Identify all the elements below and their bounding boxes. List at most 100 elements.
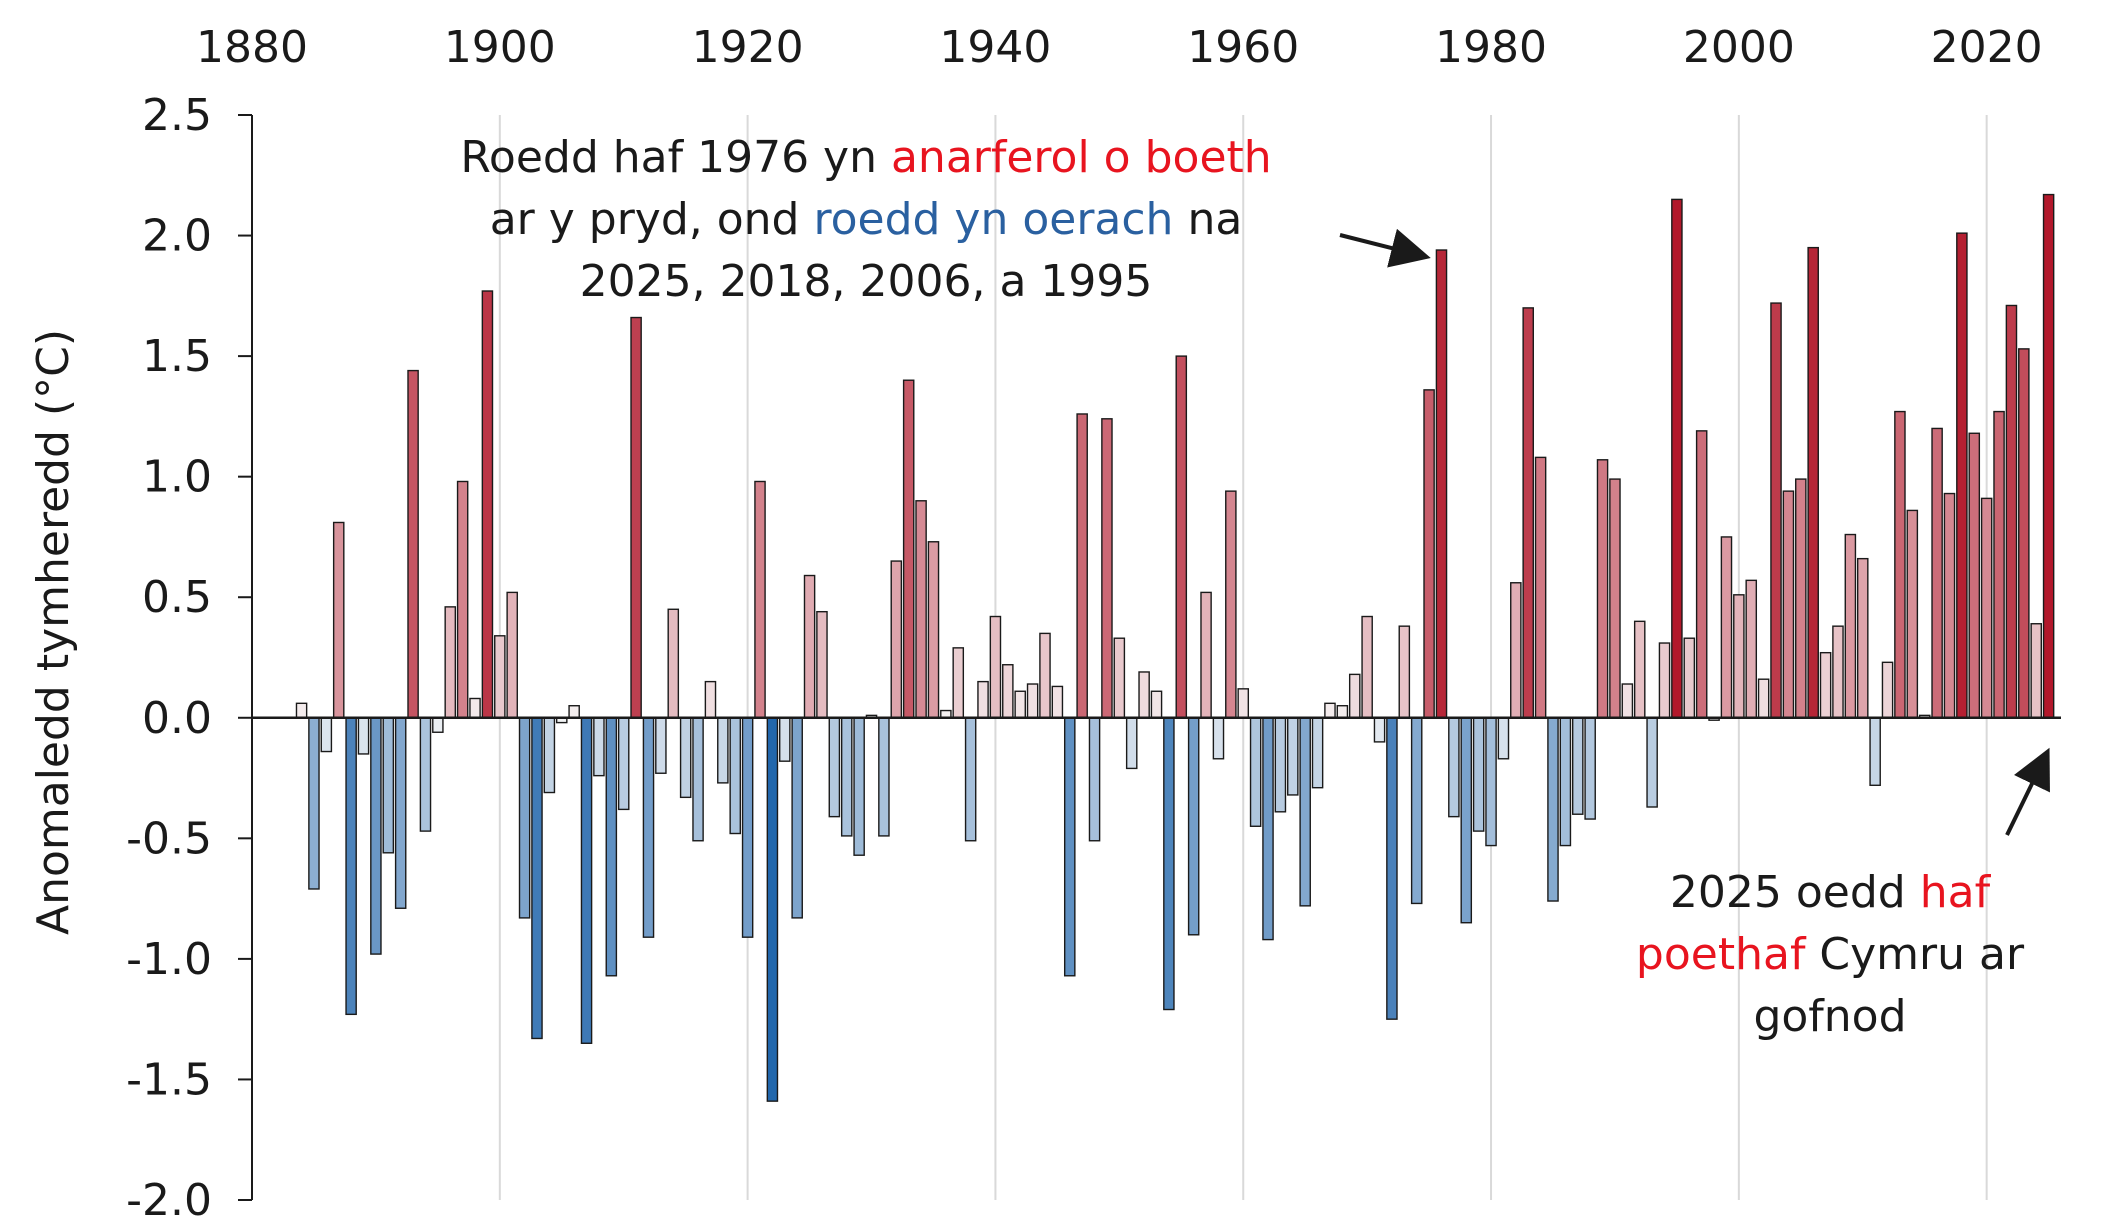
bar-1957 <box>1200 591 1212 719</box>
bar-1893 <box>407 369 419 719</box>
x-tick-label: 1900 <box>444 22 556 73</box>
x-tick-label: 1980 <box>1435 22 1547 73</box>
y-tick-label: 1.5 <box>142 331 212 382</box>
bars <box>295 193 2055 1102</box>
bar-1901 <box>506 591 518 719</box>
y-axis-label: Anomaledd tymheredd (°C) <box>28 329 79 935</box>
bar-1949 <box>1101 418 1113 719</box>
y-tick-label: -0.5 <box>126 813 212 864</box>
bar-1889 <box>357 717 370 755</box>
bar-1927 <box>828 717 841 818</box>
bar-1935 <box>927 541 940 719</box>
x-tick-label: 1940 <box>939 22 1051 73</box>
bar-1922 <box>766 717 779 1102</box>
bar-1944 <box>1039 632 1051 719</box>
bar-1911 <box>630 316 642 719</box>
bar-1915 <box>679 717 692 799</box>
bar-1999 <box>1720 536 1733 719</box>
annotation-1-line-2: ar y pryd, ond roedd yn oerach na <box>490 194 1243 245</box>
bar-1997 <box>1695 430 1708 719</box>
y-tick-label: 2.5 <box>142 90 212 141</box>
bar-1984 <box>1534 456 1547 719</box>
axes <box>238 114 2061 1201</box>
bar-1943 <box>1026 683 1039 719</box>
bar-1903 <box>531 717 543 1040</box>
bar-1896 <box>444 606 457 719</box>
bar-1963 <box>1274 717 1287 813</box>
bar-1989 <box>1596 459 1609 719</box>
bar-2011 <box>1869 717 1881 786</box>
bar-1917 <box>704 680 717 719</box>
bar-1919 <box>729 717 742 835</box>
bar-1886 <box>320 717 333 753</box>
y-tick-label: -1.5 <box>126 1054 212 1105</box>
bar-1950 <box>1113 637 1126 719</box>
bar-1885 <box>308 717 320 890</box>
bar-1887 <box>332 521 345 719</box>
x-tick-label: 1880 <box>196 22 308 73</box>
bar-1960 <box>1237 688 1250 719</box>
bar-1888 <box>345 717 357 1016</box>
bar-1979 <box>1472 717 1485 832</box>
bar-1938 <box>964 717 977 842</box>
bar-1928 <box>840 717 853 837</box>
bar-1939 <box>977 680 989 719</box>
y-tick-label: -2.0 <box>126 1175 212 1226</box>
bar-1920 <box>741 717 754 938</box>
bar-1990 <box>1609 478 1621 719</box>
bar-2024 <box>2030 623 2043 719</box>
bar-2021 <box>1993 410 2005 719</box>
x-tick-label: 2020 <box>1931 22 2043 73</box>
bar-1986 <box>1559 717 1572 847</box>
bar-1982 <box>1510 582 1522 719</box>
bar-2006 <box>1807 246 1819 719</box>
bar-1980 <box>1485 717 1497 847</box>
bar-1971 <box>1373 717 1386 743</box>
bar-1966 <box>1311 717 1324 789</box>
bar-1985 <box>1547 717 1559 902</box>
bar-1972 <box>1386 717 1398 1020</box>
y-tick-labels: 2.5 2.0 1.5 1.0 0.5 0.0 -0.5 -1.0 -1.5 -2.0 <box>126 90 212 1226</box>
x-tick-label: 1920 <box>692 22 804 73</box>
bar-1947 <box>1076 413 1088 719</box>
bar-1962 <box>1262 717 1274 941</box>
bar-1958 <box>1212 717 1225 760</box>
bar-1937 <box>952 647 965 719</box>
bar-2010 <box>1856 557 1869 719</box>
bar-2002 <box>1757 678 1770 719</box>
bar-1942 <box>1014 690 1026 719</box>
bar-1925 <box>803 574 816 719</box>
y-tick-label: 2.0 <box>142 211 212 262</box>
bar-1945 <box>1051 685 1064 719</box>
bar-2012 <box>1881 661 1894 719</box>
bar-1934 <box>915 500 927 719</box>
bar-1965 <box>1299 717 1311 907</box>
bar-1978 <box>1460 717 1473 924</box>
bar-2005 <box>1795 478 1807 719</box>
bar-1974 <box>1410 717 1423 905</box>
y-tick-label: 0.0 <box>142 693 212 744</box>
bar-1940 <box>989 615 1002 719</box>
bar-1991 <box>1621 683 1634 719</box>
bar-1907 <box>580 717 593 1044</box>
bar-1912 <box>642 717 655 938</box>
bar-1964 <box>1287 717 1299 796</box>
bar-1993 <box>1646 717 1658 808</box>
bar-1890 <box>370 717 382 955</box>
bar-1961 <box>1249 717 1262 827</box>
bar-2022 <box>2005 304 2018 719</box>
bar-2019 <box>1968 432 1981 719</box>
bar-1895 <box>432 717 444 733</box>
bar-1916 <box>692 717 704 842</box>
bar-2003 <box>1770 302 1782 719</box>
x-tick-label: 2000 <box>1683 22 1795 73</box>
bar-1981 <box>1497 717 1510 760</box>
bar-1897 <box>456 480 469 719</box>
bar-1904 <box>543 717 556 794</box>
bar-1900 <box>494 635 506 719</box>
bar-1968 <box>1336 705 1349 719</box>
bar-1910 <box>617 717 630 811</box>
bar-1894 <box>419 717 432 832</box>
bar-1983 <box>1522 307 1534 719</box>
